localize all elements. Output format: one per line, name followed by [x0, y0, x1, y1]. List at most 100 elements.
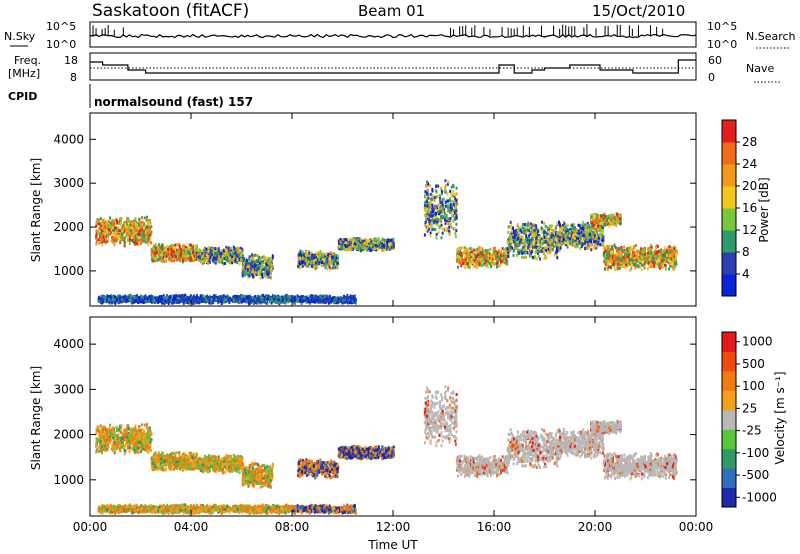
power-cell — [531, 224, 534, 228]
power-cell — [264, 267, 267, 271]
power-cell — [230, 258, 233, 262]
power-cell — [468, 265, 471, 269]
power-cell — [598, 229, 601, 233]
power-cell — [480, 259, 483, 263]
power-cell — [455, 216, 458, 220]
power-cell — [251, 268, 254, 272]
power-cell — [426, 204, 429, 208]
power-cell — [168, 254, 171, 258]
power-cell — [172, 254, 175, 258]
power-cell — [505, 255, 508, 259]
noise-search-label: N.Search — [746, 30, 796, 43]
power-cell — [122, 224, 125, 228]
power-cell — [599, 243, 602, 247]
power-cell — [145, 215, 148, 219]
power-cell — [429, 225, 432, 229]
power-cell — [310, 264, 313, 268]
power-cell — [181, 244, 184, 248]
power-cell — [258, 261, 261, 265]
power-cell — [449, 216, 452, 220]
power-cell — [134, 221, 137, 225]
power-cell — [427, 210, 430, 214]
power-cell — [145, 234, 148, 238]
power-cell — [534, 245, 537, 249]
power-cell — [466, 262, 469, 266]
freq-unit-label: [MHz] — [8, 67, 40, 80]
power-cell — [226, 252, 229, 256]
power-cell — [164, 250, 167, 254]
power-cell — [251, 253, 254, 257]
power-cell — [133, 235, 136, 239]
power-cell — [359, 243, 362, 247]
power-cell — [427, 188, 430, 192]
power-cell — [148, 227, 151, 231]
power-cell — [129, 224, 132, 228]
power-cell — [455, 213, 458, 217]
power-cell — [147, 224, 150, 228]
power-cell — [138, 223, 141, 227]
power-cell — [553, 253, 556, 257]
power-cell — [377, 237, 380, 241]
power-cell — [298, 262, 301, 266]
power-cell — [516, 237, 519, 241]
power-cell — [147, 222, 150, 226]
power-cell — [449, 199, 452, 203]
power-cell — [189, 246, 192, 250]
power-cell — [133, 231, 136, 235]
power-cell — [390, 238, 393, 242]
power-cell — [111, 237, 114, 241]
power-cell — [510, 224, 513, 228]
power-cell — [451, 214, 454, 218]
power-cell — [153, 257, 156, 261]
power-cell — [98, 241, 101, 245]
power-cell — [481, 257, 484, 261]
power-cell — [194, 245, 197, 249]
power-cell — [523, 247, 526, 251]
power-cell — [108, 231, 111, 235]
power-cell — [592, 240, 595, 244]
power-cell — [428, 208, 431, 212]
power-cell — [512, 253, 515, 257]
power-cell — [98, 222, 101, 226]
power-cell — [253, 253, 256, 257]
power-cell — [341, 245, 344, 249]
power-cell — [164, 249, 167, 253]
noise-right-tick-top: 10^5 — [707, 20, 737, 33]
power-cell — [597, 236, 600, 240]
power-cell — [307, 260, 310, 264]
power-cell — [534, 250, 537, 254]
power-cell — [252, 258, 255, 262]
power-cell — [232, 249, 235, 253]
power-cell — [430, 200, 433, 204]
power-cell — [174, 243, 177, 247]
power-cell — [549, 249, 552, 253]
power-cell — [135, 234, 138, 238]
power-cell — [444, 212, 447, 216]
power-cell — [314, 258, 317, 262]
power-cell — [106, 229, 109, 233]
power-cell — [474, 248, 477, 252]
power-cell — [109, 216, 112, 220]
power-cell — [554, 226, 557, 230]
power-cell — [242, 270, 245, 274]
power-cell — [554, 238, 557, 242]
power-cell — [437, 231, 440, 235]
power-cell — [103, 238, 106, 242]
power-cell — [499, 253, 502, 257]
power-cell — [467, 257, 470, 261]
power-cell — [526, 228, 529, 232]
power-cell — [188, 256, 191, 260]
power-cell — [151, 258, 154, 262]
power-cell — [248, 255, 251, 259]
power-cell — [189, 243, 192, 247]
power-cell — [535, 237, 538, 241]
power-cell — [444, 184, 447, 188]
freq-panel: Freq. [MHz] 18 8 60 0 Nave — [8, 52, 780, 84]
power-cell — [102, 235, 105, 239]
power-cell — [572, 239, 575, 243]
power-cell — [623, 245, 626, 249]
power-cell — [126, 230, 129, 234]
power-cell — [257, 273, 260, 277]
power-cell — [132, 221, 135, 225]
power-cell — [331, 252, 334, 256]
